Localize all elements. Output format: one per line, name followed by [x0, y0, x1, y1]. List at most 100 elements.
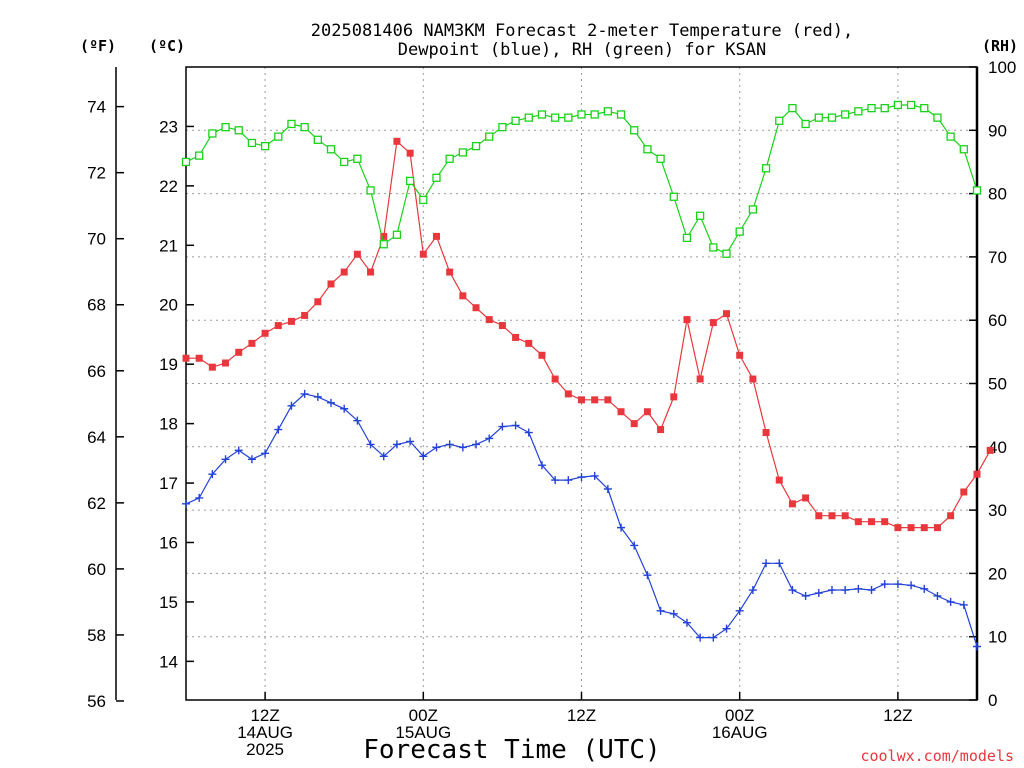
temperature-point: [380, 232, 388, 240]
rh-point: [827, 113, 837, 122]
rh-point: [511, 116, 520, 125]
temperature-point: [591, 396, 599, 404]
rh-point: [590, 110, 599, 119]
rh-tick-label: 100: [988, 58, 1016, 77]
temperature-line: [186, 140, 991, 529]
rh-point: [814, 113, 823, 122]
dewpoint-point: [775, 559, 784, 568]
x-tick-label: 00Z: [725, 706, 754, 725]
rh-point: [550, 113, 560, 122]
dewpoint-point: [827, 586, 836, 595]
temperature-point: [960, 488, 968, 496]
dewpoint-point: [432, 443, 441, 452]
rh-tick-label: 30: [988, 501, 1007, 520]
rh-point: [669, 192, 678, 201]
rh-point: [564, 113, 573, 122]
dewpoint-point: [973, 642, 981, 651]
celsius-tick-label: 15: [159, 593, 178, 612]
credit-label: coolwx.com/models: [860, 747, 1014, 765]
rh-point: [906, 100, 916, 110]
dewpoint-point: [366, 440, 375, 449]
dewpoint-point: [392, 440, 401, 449]
dewpoint-point: [221, 455, 230, 464]
temperature-point: [973, 470, 981, 478]
rh-point: [761, 164, 771, 173]
temperature-point: [287, 317, 295, 325]
temperature-point: [788, 500, 796, 508]
dewpoint-point: [907, 581, 916, 590]
dewpoint-point: [814, 589, 823, 598]
dewpoint-point: [656, 606, 665, 615]
fahrenheit-tick-label: 56: [87, 692, 106, 711]
temperature-point: [235, 348, 243, 356]
dewpoint-point: [182, 499, 190, 508]
dewpoint-point: [379, 452, 388, 461]
rh-tick-label: 90: [988, 121, 1007, 140]
dewpoint-point: [669, 609, 678, 618]
rh-point: [524, 113, 533, 122]
temperature-point: [630, 420, 638, 428]
dewpoint-point: [867, 586, 876, 595]
temperature-point: [195, 354, 203, 362]
rh-point: [735, 227, 744, 236]
dewpoint-point: [313, 392, 322, 401]
temperature-point: [578, 396, 585, 404]
dewpoint-point: [709, 633, 718, 642]
dewpoint-point: [841, 586, 850, 595]
axes: 56 58 60 62 64 66 68 70 72 74 14 15 16 17 18 19 20 21 22 23…: [87, 58, 1016, 759]
x-tick-label: 14AUG: [237, 723, 293, 742]
fahrenheit-tick-label: 74: [87, 98, 106, 117]
dewpoint-point: [788, 586, 797, 595]
rh-point: [366, 186, 375, 195]
rh-point: [471, 141, 481, 151]
x-tick-label: 2025: [246, 740, 284, 759]
fahrenheit-tick-label: 62: [87, 494, 106, 513]
rh-point: [340, 157, 349, 167]
grid-lines: [186, 67, 977, 700]
temperature-point: [643, 408, 651, 416]
temperature-point: [604, 396, 612, 404]
temperature-point: [749, 375, 757, 383]
chart-title-line2: Dewpoint (blue), RH (green) for KSAN: [398, 40, 766, 60]
dewpoint-point: [682, 618, 691, 627]
temperature-point: [222, 359, 230, 367]
celsius-tick-label: 23: [159, 117, 178, 136]
temperature-point: [828, 512, 836, 520]
dewpoint-point: [617, 523, 626, 532]
rh-point: [274, 132, 283, 141]
dewpoint-point: [748, 586, 757, 595]
rh-point: [485, 132, 494, 141]
dewpoint-point: [327, 398, 336, 407]
dewpoint-point: [419, 452, 428, 461]
temperature-point: [340, 268, 348, 276]
rh-point: [748, 205, 758, 214]
celsius-tick-label: 21: [159, 236, 178, 255]
dewpoint-point: [353, 416, 362, 425]
temperature-point: [551, 375, 559, 383]
rh-point: [775, 116, 784, 125]
rh-point: [801, 119, 810, 129]
rh-point: [181, 157, 191, 167]
temperature-point: [393, 137, 401, 145]
rh-point: [959, 145, 968, 154]
dewpoint-point: [485, 434, 494, 443]
dewpoint-point: [445, 440, 454, 449]
temperature-point: [854, 518, 862, 526]
fahrenheit-tick-label: 64: [87, 428, 106, 447]
temperature-point: [485, 316, 493, 324]
temperature-point: [670, 393, 678, 401]
rh-point: [379, 240, 388, 249]
rh-point: [300, 122, 309, 132]
celsius-tick-label: 20: [159, 296, 178, 315]
x-tick-label: 12Z: [883, 706, 912, 725]
dewpoint-point: [564, 476, 573, 485]
dewpoint-point: [630, 541, 639, 550]
temperature-point: [314, 298, 322, 306]
temperature-point: [301, 311, 309, 319]
dewpoint-point: [524, 428, 533, 437]
temperature-point: [762, 429, 770, 437]
rh-point: [603, 107, 613, 116]
rh-tick-label: 0: [988, 691, 997, 710]
dewpoint-point: [946, 597, 955, 606]
